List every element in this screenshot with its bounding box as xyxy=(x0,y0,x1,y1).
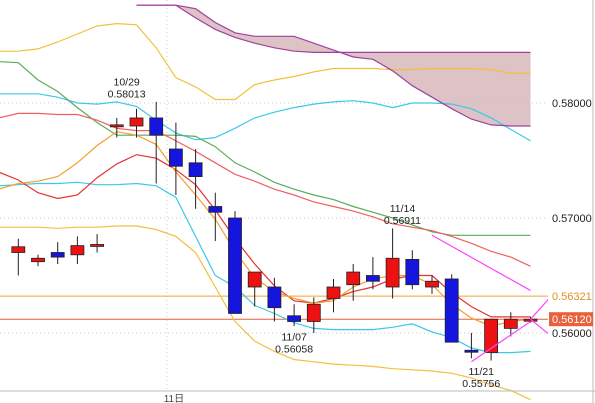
indicator-line xyxy=(0,112,531,267)
candle-body xyxy=(50,252,65,258)
y-tick-label: 0.56000 xyxy=(552,328,592,340)
candle-body xyxy=(365,275,380,282)
indicator-line xyxy=(136,4,531,53)
price-tag-label: 0.56321 xyxy=(552,291,592,303)
indicator-line xyxy=(0,225,531,401)
current-price-label: 0.56120 xyxy=(552,314,592,326)
indicator-line xyxy=(136,4,531,127)
candle-body xyxy=(287,315,302,322)
current-price-tag xyxy=(549,312,593,327)
indicator-line xyxy=(0,93,531,142)
candle-body xyxy=(109,124,124,128)
annotation-price: 0.55756 xyxy=(462,378,500,390)
candle-body xyxy=(228,217,242,314)
indicator-line xyxy=(0,22,531,101)
trend-line xyxy=(471,321,531,363)
annotation-price: 0.56058 xyxy=(275,343,313,355)
candle-body xyxy=(405,258,420,286)
annotation-price: 0.56911 xyxy=(384,215,421,227)
annotation-date: 11/07 xyxy=(281,331,307,343)
candle-body xyxy=(464,349,479,353)
ichimoku-cloud xyxy=(136,5,531,127)
candle-body xyxy=(129,117,144,127)
candle-body xyxy=(168,148,183,167)
y-axis-panel xyxy=(548,0,595,403)
candle-body xyxy=(267,286,282,309)
y-tick-label: 0.58000 xyxy=(552,98,592,110)
candle-body xyxy=(188,162,203,178)
y-tick-label: 0.57000 xyxy=(552,213,592,225)
annotation-price: 0.58013 xyxy=(108,89,146,101)
candle-body xyxy=(247,271,262,288)
annotation-date: 11/21 xyxy=(469,366,495,378)
candle-body xyxy=(444,278,459,343)
candle-body xyxy=(149,117,164,136)
candle-body xyxy=(70,245,85,256)
candle-body xyxy=(503,318,518,329)
candle-body xyxy=(90,244,104,247)
annotation-date: 11/14 xyxy=(390,203,416,215)
candle-body xyxy=(484,318,499,353)
candle-body xyxy=(326,286,341,299)
candle-body xyxy=(385,257,400,288)
trend-line xyxy=(431,234,531,291)
candle-body xyxy=(208,206,223,213)
annotation-date: 10/29 xyxy=(114,77,140,89)
x-tick-label: 11日 xyxy=(164,394,184,403)
candle-body xyxy=(31,257,45,263)
candle-body xyxy=(346,271,361,286)
candle-body xyxy=(306,303,321,322)
candle-body xyxy=(425,280,439,288)
candle-body xyxy=(11,246,26,253)
